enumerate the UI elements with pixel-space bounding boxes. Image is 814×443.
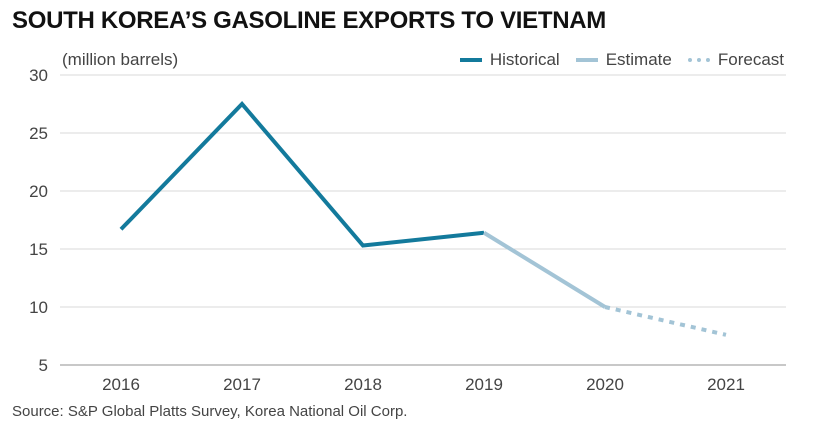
legend-item-estimate: Estimate [575, 50, 672, 70]
x-tick-label-2021: 2021 [707, 375, 745, 394]
legend-swatch-forecast [687, 58, 710, 62]
grid-lines [60, 74, 786, 366]
y-tick-label-15: 15 [29, 240, 48, 259]
legend-item-historical: Historical [459, 50, 560, 70]
y-tick-label-20: 20 [29, 182, 48, 201]
source-note: Source: S&P Global Platts Survey, Korea … [12, 403, 408, 420]
y-tick-label-5: 5 [39, 356, 48, 375]
chart-title: SOUTH KOREA’S GASOLINE EXPORTS TO VIETNA… [12, 7, 606, 34]
legend-label-forecast: Forecast [717, 50, 784, 69]
y-tick-label-10: 10 [29, 298, 48, 317]
series-line-historical [119, 101, 485, 248]
legend-label-estimate: Estimate [605, 50, 672, 69]
y-axis-unit-label: (million barrels) [62, 50, 179, 69]
series-line-forecast [604, 305, 727, 337]
series-line-estimate [482, 231, 607, 309]
legend-swatch-historical [459, 58, 482, 62]
x-axis-ticks: 2016 2017 2018 2019 2020 2021 [102, 375, 745, 394]
y-tick-label-25: 25 [29, 124, 48, 143]
x-tick-label-2018: 2018 [344, 375, 382, 394]
y-axis-ticks: 5 10 15 20 25 30 [29, 66, 48, 375]
x-tick-label-2020: 2020 [586, 375, 624, 394]
series-lines [119, 101, 727, 337]
legend-label-historical: Historical [489, 50, 560, 69]
x-tick-label-2019: 2019 [465, 375, 503, 394]
y-tick-label-30: 30 [29, 66, 48, 85]
legend-item-forecast: Forecast [687, 50, 784, 70]
x-tick-label-2016: 2016 [102, 375, 140, 394]
legend: Historical Estimate Forecast [459, 50, 784, 70]
legend-swatch-estimate [575, 58, 598, 62]
x-tick-label-2017: 2017 [223, 375, 261, 394]
